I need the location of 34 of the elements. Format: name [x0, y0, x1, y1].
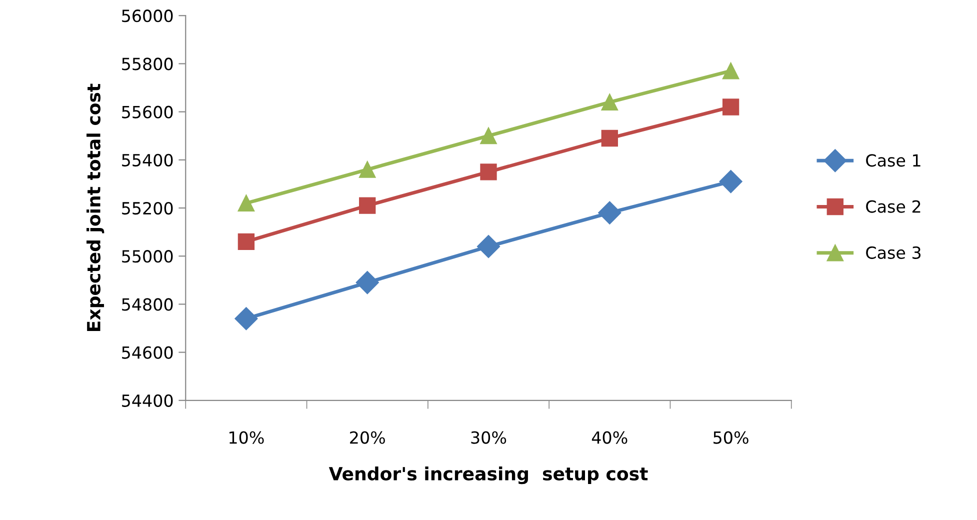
x-axis-title: Vendor's increasing setup cost	[328, 466, 648, 484]
y-tick-label: 55200	[122, 202, 173, 215]
point	[480, 164, 497, 180]
y-tick-label: 54800	[122, 298, 173, 311]
point	[238, 194, 255, 212]
point	[601, 130, 618, 147]
point	[477, 234, 500, 258]
x-tick-label: 10%	[230, 431, 264, 444]
y-tick-label: 54600	[122, 346, 173, 359]
x-tick-label: 40%	[592, 431, 628, 444]
x-tick-label: 50%	[714, 431, 748, 444]
point	[359, 197, 376, 214]
point	[722, 62, 740, 80]
y-tick-label: 55000	[122, 250, 173, 263]
point	[480, 128, 497, 144]
point	[722, 98, 740, 116]
point	[601, 94, 618, 111]
legend-label: Case 3	[866, 246, 921, 259]
legend-label: Case 1	[866, 154, 920, 167]
x-tick-label: 20%	[350, 431, 385, 444]
point	[356, 271, 379, 294]
legend-label: Case 2	[866, 200, 920, 213]
y-tick-label: 55600	[122, 106, 173, 118]
y-tick-label: 54400	[122, 394, 173, 407]
point	[719, 170, 742, 194]
y-tick-label: 55800	[122, 58, 173, 70]
y-axis-title: Expected joint total cost	[86, 84, 104, 331]
y-tick-label: 55400	[122, 154, 173, 166]
point	[598, 201, 622, 224]
point	[359, 161, 376, 178]
point	[238, 233, 255, 250]
point	[234, 307, 258, 330]
x-tick-label: 30%	[471, 431, 506, 444]
y-tick-label: 56000	[122, 10, 173, 22]
